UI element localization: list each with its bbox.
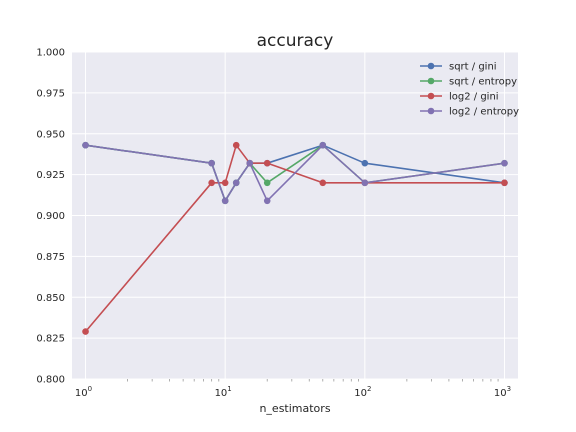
x-tick-label: 100 <box>75 385 92 399</box>
data-point <box>246 159 254 167</box>
data-point <box>361 159 369 167</box>
x-gridlines <box>85 52 505 379</box>
x-tick-label: 103 <box>494 385 511 399</box>
legend-marker <box>427 107 435 115</box>
y-tick-label: 0.925 <box>36 170 65 181</box>
data-point <box>208 179 215 187</box>
y-tick-label: 0.825 <box>36 334 65 345</box>
data-point <box>319 141 327 149</box>
data-point <box>263 197 271 205</box>
y-tick-label: 1.000 <box>36 48 65 59</box>
y-tick-label: 0.975 <box>36 88 65 99</box>
data-point <box>319 179 327 187</box>
legend-marker <box>427 62 435 70</box>
y-tick-label: 0.875 <box>36 252 65 263</box>
x-tick-label: 101 <box>215 385 232 399</box>
data-point <box>232 179 240 187</box>
data-point <box>232 141 240 149</box>
data-point <box>501 159 508 167</box>
data-point <box>263 179 271 187</box>
x-minor-ticks <box>127 379 499 382</box>
x-tick-label: 102 <box>354 385 371 399</box>
series-points <box>82 141 508 335</box>
legend-entry: sqrt / gini <box>449 62 497 73</box>
y-tick-label: 0.800 <box>36 375 65 386</box>
y-tick-label: 0.950 <box>36 129 65 140</box>
x-axis-label: n_estimators <box>259 402 330 415</box>
chart-title: accuracy <box>257 31 334 51</box>
y-tick-label: 0.900 <box>36 211 65 222</box>
legend-entry: log2 / entropy <box>449 107 519 118</box>
legend-marker <box>427 77 435 85</box>
legend-entry: sqrt / entropy <box>449 77 517 88</box>
y-tick-label: 0.850 <box>36 293 65 304</box>
data-point <box>82 328 89 335</box>
y-tick-labels: 0.800 0.825 0.850 0.875 0.900 0.925 0.950 0.975… <box>36 48 65 386</box>
data-point <box>501 179 508 187</box>
data-point <box>208 159 215 167</box>
data-point <box>361 179 369 187</box>
data-point <box>221 179 229 187</box>
data-point <box>263 159 271 167</box>
legend: sqrt / gini sqrt / entropy log2 / gini log2… <box>420 62 519 118</box>
data-point <box>221 197 229 205</box>
y-gridlines <box>72 51 518 380</box>
legend-marker <box>427 92 435 100</box>
x-tick-labels: 100 101 102 103 <box>75 385 511 399</box>
legend-entry: log2 / gini <box>449 92 499 103</box>
data-point <box>82 141 89 149</box>
